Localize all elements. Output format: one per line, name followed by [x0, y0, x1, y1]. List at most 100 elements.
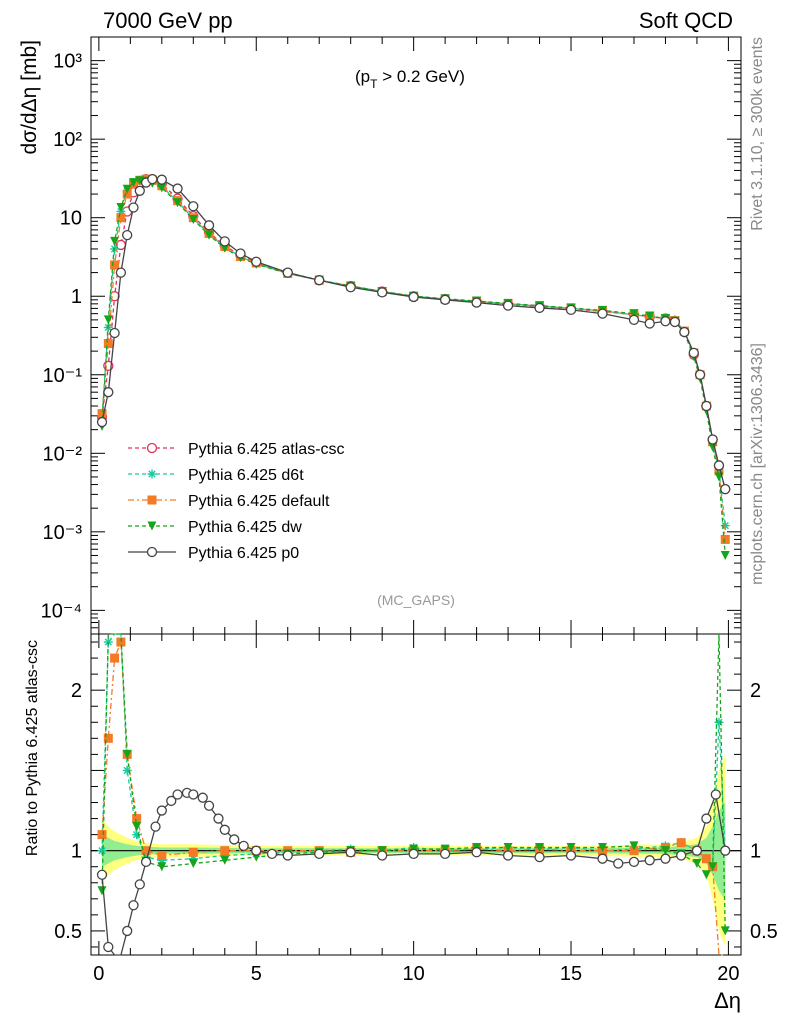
main-series-point [628, 314, 640, 326]
ratio-series-point [97, 886, 107, 896]
main-series-point [565, 304, 577, 316]
main-series-point [377, 287, 388, 298]
ratio-series-point [238, 840, 249, 852]
main-series-point [345, 282, 356, 293]
main-y-tick-label: 10 [60, 208, 82, 230]
ratio-series-point [229, 834, 240, 845]
ratio-series-point [701, 813, 712, 824]
ratio-series-point [720, 926, 730, 936]
legend: Pythia 6.425 atlas-csc Pythia 6.425 d6t Py… [128, 441, 345, 562]
main-y-tick-label: 1 [71, 286, 82, 308]
ratio-series-point [701, 870, 711, 880]
ratio-series-point [219, 824, 230, 835]
ratio-y-tick-label-right: 0.5 [750, 921, 778, 943]
main-series-point [122, 189, 132, 199]
ratio-series [96, 787, 731, 956]
main-series-point [645, 311, 655, 321]
ratio-series-point [503, 842, 513, 852]
legend-item: Pythia 6.425 default [128, 493, 330, 510]
ratio-series-point [97, 846, 107, 856]
main-series-point [128, 202, 139, 213]
main-series-point [701, 400, 712, 412]
ratio-series-point [188, 859, 198, 869]
legend-marker [147, 495, 157, 505]
main-panel: 10³ 10² 10 1 10⁻¹ 10⁻² 10⁻³ 10⁻⁴ [41, 36, 742, 635]
ratio-ylabel: Ratio to Pythia 6.425 atlas-csc [24, 640, 41, 856]
ratio-y-tick-label-right: 1 [750, 841, 761, 863]
main-y-tick-label: 10⁻¹ [43, 365, 83, 387]
main-series-point [173, 198, 183, 208]
x-axis-label: Δη [714, 988, 741, 1013]
ratio-series-point [502, 850, 514, 861]
ratio-y-tick-label: 0.5 [54, 921, 82, 943]
ratio-series-point [471, 847, 482, 858]
ratio-series-point [282, 850, 293, 861]
legend-item: Pythia 6.425 d6t [128, 467, 304, 484]
main-series-point [204, 230, 214, 240]
ratio-series-point [676, 838, 686, 848]
ratio-series-point [134, 879, 145, 890]
ratio-series [97, 633, 730, 872]
main-series-point [96, 416, 108, 428]
ratio-series-point [128, 900, 139, 911]
ratio-panel: 0 5 10 15 20 0.5 0.5 1 1 2 2 [54, 633, 778, 985]
main-series-point [688, 347, 699, 359]
ratio-series-point [132, 830, 142, 840]
main-series-point [103, 387, 114, 398]
main-series-point [314, 275, 325, 286]
ratio-series-point [629, 846, 639, 856]
ratio-series-point [598, 842, 608, 852]
ratio-series-line [101, 633, 726, 869]
ratio-y-tick-label: 1 [71, 841, 82, 863]
ratio-series [97, 633, 730, 936]
main-series-point [110, 236, 120, 246]
main-series-point [439, 294, 451, 305]
ratio-series-point [140, 856, 152, 868]
main-series-point [122, 184, 132, 194]
ratio-series-point [97, 830, 107, 840]
main-series [96, 173, 731, 495]
ratio-series-line [101, 792, 726, 956]
main-series-point [502, 300, 514, 311]
ratio-series-point [565, 850, 577, 861]
main-series-point [103, 315, 113, 325]
main-series-point [134, 185, 145, 196]
legend-item: Pythia 6.425 p0 [128, 545, 299, 562]
header-left: 7000 GeV pp [103, 8, 233, 33]
ratio-series-line [101, 633, 726, 931]
legend-label: Pythia 6.425 default [188, 493, 330, 510]
legend-marker [146, 546, 158, 558]
ratio-series-point [110, 653, 120, 663]
side-text-rivet: Rivet 3.1.10, ≥ 300k events [749, 37, 766, 231]
ratio-series-point [566, 842, 576, 852]
main-y-tick-label: 10² [53, 129, 82, 151]
ratio-series-point [157, 862, 167, 872]
ratio-series-point [220, 855, 230, 865]
ratio-y-tick-label-right: 2 [750, 680, 761, 702]
ratio-series-point [408, 848, 419, 860]
ratio-series-point [597, 853, 608, 864]
main-series-point [97, 409, 107, 419]
ratio-series-point [266, 848, 278, 860]
ratio-series-point [141, 846, 151, 856]
ratio-series-point [628, 856, 640, 868]
main-ylabel: dσ/dΔη [mb] [18, 40, 41, 155]
main-series-point [408, 291, 419, 303]
ratio-series-point [644, 855, 655, 866]
main-series-point [679, 326, 690, 338]
ratio-series-point [103, 733, 113, 743]
x-tick-label: 0 [93, 963, 104, 985]
main-series-point [122, 229, 133, 241]
main-series-point [251, 256, 262, 267]
legend-item: Pythia 6.425 atlas-csc [128, 441, 345, 458]
ratio-series-point [132, 814, 142, 824]
legend-label: Pythia 6.425 d6t [188, 467, 304, 484]
main-series-point [720, 483, 731, 495]
ratio-series-point [213, 813, 224, 824]
ratio-series-point [203, 800, 215, 811]
ratio-series-point [701, 854, 711, 864]
watermark: (MC_GAPS) [377, 592, 455, 608]
ratio-series-point [103, 941, 114, 953]
main-series-point [156, 174, 167, 185]
ratio-series-point [314, 848, 325, 860]
